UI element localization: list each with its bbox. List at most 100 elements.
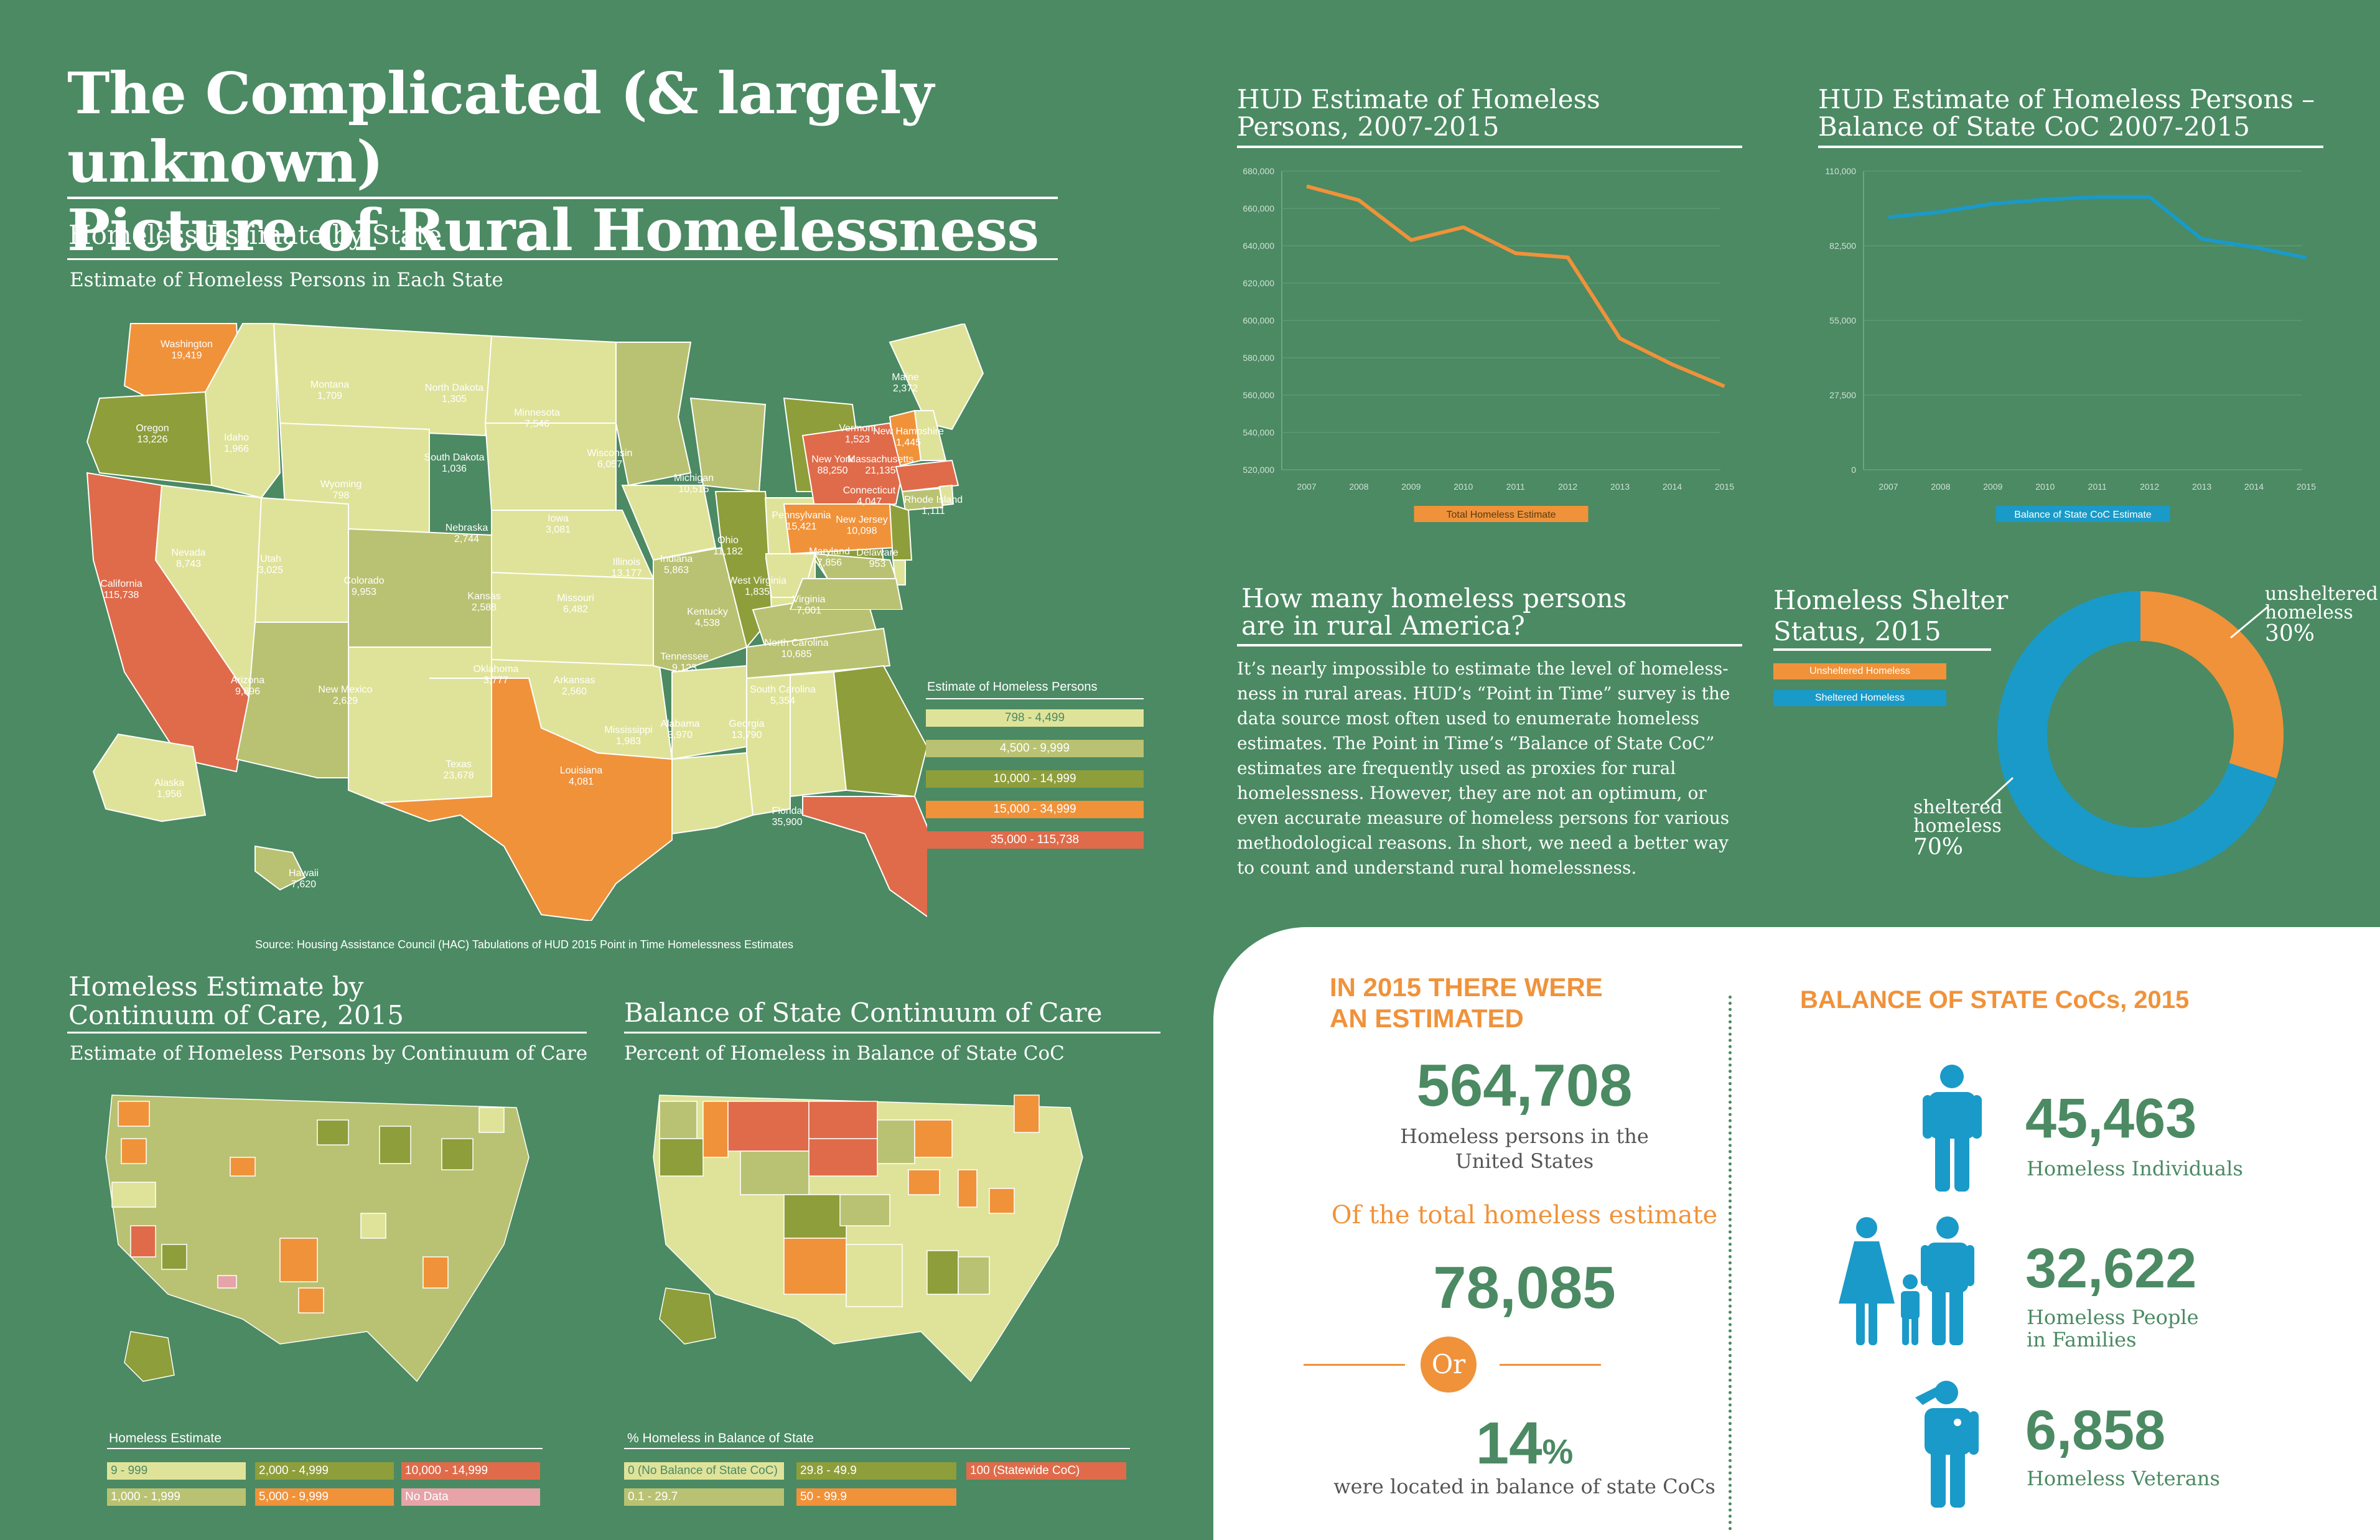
bos-subheading: Percent of Homeless in Balance of State … <box>624 1042 1065 1065</box>
y-tick-label: 0 <box>1851 465 1856 475</box>
state-label: Massachusetts 21,135 <box>843 454 918 477</box>
coc-map <box>105 1094 530 1383</box>
coc-legend-6: No Data <box>401 1488 540 1506</box>
coc-subheading: Estimate of Homeless Persons by Continuu… <box>70 1042 588 1065</box>
bos-legend-3: 100 (Statewide CoC) <box>966 1462 1126 1480</box>
bos-legend-4: 0.1 - 29.7 <box>624 1488 784 1506</box>
y-tick-label: 580,000 <box>1243 353 1274 363</box>
state-label-name: Oklahoma <box>473 664 519 674</box>
y-tick-label: 110,000 <box>1825 166 1856 176</box>
bos-wyoming <box>740 1150 810 1195</box>
state-label: South Dakota 1,036 <box>417 452 492 475</box>
state-label-name: Florida <box>772 806 803 816</box>
state-label-value: 3,970 <box>667 730 693 740</box>
bos-legend-rule <box>624 1448 1130 1449</box>
state-label-name: Ohio <box>717 535 739 546</box>
coc-legend-1: 9 - 999 <box>107 1462 246 1480</box>
bos-alaska <box>659 1287 716 1345</box>
bos-alabama <box>926 1250 959 1295</box>
person-icon <box>1923 1065 1982 1192</box>
state-label-name: California <box>100 579 142 589</box>
bos-legend-title: % Homeless in Balance of State <box>627 1431 814 1445</box>
bos-legend-1: 0 (No Balance of State CoC) <box>624 1462 784 1480</box>
x-tick-label: 2013 <box>1610 482 1630 492</box>
state-label-name: Arkansas <box>553 675 595 686</box>
unsheltered-leader <box>2230 605 2269 639</box>
state-label: Florida 35,900 <box>750 806 824 828</box>
stats-divider <box>1729 996 1732 1531</box>
state-iowa <box>621 485 717 561</box>
state-label: Mississippi 1,983 <box>591 725 666 747</box>
state-label: New Hampshire 1,445 <box>871 426 946 449</box>
state-label-name: Missouri <box>557 593 594 604</box>
state-label-value: 15,421 <box>786 521 817 532</box>
unsheltered-label-l1: unsheltered <box>2265 583 2378 605</box>
shelter-rule <box>1773 648 1991 651</box>
shelter-heading-line-2: Status, 2015 <box>1773 616 1941 646</box>
state-label-name: Oregon <box>136 423 169 434</box>
state-label-name: Wisconsin <box>587 448 633 459</box>
state-label-value: 23,678 <box>443 770 474 781</box>
bos-map <box>653 1094 1083 1383</box>
coc-heading: Homeless Estimate by Continuum of Care, … <box>68 973 404 1030</box>
bos-pennsylvania <box>989 1188 1015 1214</box>
x-tick-label: 2009 <box>1401 482 1421 492</box>
state-label-value: 19,419 <box>171 350 202 361</box>
coc-south <box>360 1213 386 1239</box>
bos-idaho <box>702 1101 729 1158</box>
state-label: Iowa 3,081 <box>521 513 595 536</box>
state-label: Minnesota 7,546 <box>500 408 574 430</box>
rural-line: estimates. The Point in Time’s “Balance … <box>1237 733 1715 754</box>
state-label-value: 1,305 <box>441 394 467 404</box>
state-label-value: 2,560 <box>561 686 587 697</box>
bos-individuals-label: Homeless Individuals <box>2027 1157 2243 1180</box>
state-label-value: 7,620 <box>291 879 317 890</box>
state-label-name: Connecticut <box>842 485 896 496</box>
state-label: Wisconsin 6,057 <box>572 448 647 470</box>
coc-phoenix <box>161 1244 187 1270</box>
rural-line: methodological reasons. In short, we nee… <box>1237 833 1729 853</box>
state-map-heading: Homeless Estimate by State <box>68 220 442 250</box>
state-label: Oregon 13,226 <box>115 423 190 446</box>
stats-pct-label: were located in balance of state CoCs <box>1333 1475 1715 1498</box>
chart2-title-line-1: HUD Estimate of Homeless Persons – <box>1818 84 2315 114</box>
x-tick-label: 2010 <box>1454 482 1473 492</box>
state-label-value: 2,588 <box>471 602 497 613</box>
state-label-name: North Carolina <box>764 638 829 648</box>
state-label: Illinois 13,177 <box>589 557 664 579</box>
donut-slice <box>1997 591 2277 877</box>
state-label: Maine 2,372 <box>868 372 943 394</box>
state-label-value: 10,098 <box>846 526 877 536</box>
state-label-value: 115,738 <box>103 590 139 600</box>
title-line-1: The Complicated (& largely unknown) <box>67 60 934 195</box>
state-label: Colorado 9,953 <box>327 576 401 598</box>
state-label-name: Texas <box>446 759 472 770</box>
state-legend-3: 10,000 - 14,999 <box>926 770 1144 788</box>
stats-total: 564,708 <box>1416 1052 1633 1119</box>
unsheltered-label: unsheltered homeless 30% <box>2265 585 2378 646</box>
bos-indiana <box>958 1169 978 1208</box>
coc-heading-line-2: Continuum of Care, 2015 <box>68 1000 404 1030</box>
state-label: New York 88,250 <box>795 454 870 477</box>
x-tick-label: 2010 <box>2035 482 2055 492</box>
sheltered-pct: 70% <box>1913 834 1964 860</box>
donut-slice <box>2140 591 2284 779</box>
chart2-title-line-2: Balance of State CoC 2007-2015 <box>1818 111 2250 142</box>
state-new-york <box>801 422 903 511</box>
state-legend-2: 4,500 - 9,999 <box>926 740 1144 757</box>
bos-south-dakota <box>808 1138 878 1177</box>
rural-line: estimates are frequently used as proxies… <box>1237 758 1676 778</box>
shelter-heading: Homeless Shelter Status, 2015 <box>1773 585 2008 647</box>
state-label-value: 1,956 <box>156 789 182 800</box>
state-label-name: Idaho <box>223 432 250 443</box>
state-kansas <box>491 571 654 667</box>
state-label-name: Hawaii <box>288 868 319 879</box>
bos-washington <box>659 1101 698 1139</box>
x-tick-label: 2008 <box>1931 482 1950 492</box>
state-new-hampshire <box>913 410 947 461</box>
stats-pct: 14% <box>1213 1412 1836 1483</box>
state-label-name: Mississippi <box>604 725 653 735</box>
state-label-value: 9,953 <box>351 587 377 597</box>
legend-label: Total Homeless Estimate <box>1446 510 1556 520</box>
state-map-subheading: Estimate of Homeless Persons in Each Sta… <box>70 269 503 291</box>
